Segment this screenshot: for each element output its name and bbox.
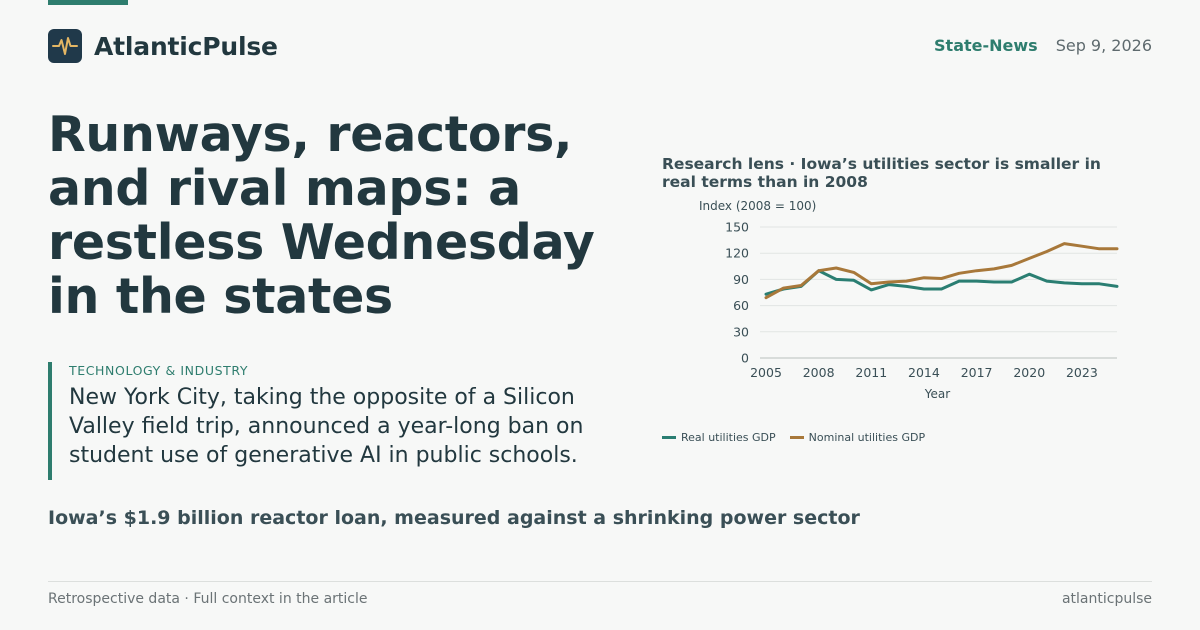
section-link[interactable]: State-News bbox=[934, 36, 1038, 55]
legend-label-real: Real utilities GDP bbox=[681, 431, 776, 444]
brand[interactable]: AtlanticPulse bbox=[48, 29, 278, 63]
y-tick-label: 60 bbox=[733, 298, 749, 313]
x-tick-label: 2020 bbox=[1013, 365, 1045, 380]
x-axis-label: Year bbox=[924, 387, 950, 401]
chart-legend: Real utilities GDP Nominal utilities GDP bbox=[662, 431, 939, 444]
legend-item-real: Real utilities GDP bbox=[662, 431, 776, 444]
headline: Runways, reactors, and rival maps: a res… bbox=[48, 106, 595, 325]
legend-item-nominal: Nominal utilities GDP bbox=[789, 431, 926, 444]
legend-label-nominal: Nominal utilities GDP bbox=[808, 431, 926, 444]
publish-date: Sep 9, 2026 bbox=[1055, 36, 1152, 55]
y-tick-label: 30 bbox=[733, 324, 749, 339]
chart-title: Research lens · Iowa’s utilities sector … bbox=[662, 155, 1101, 191]
x-tick-label: 2011 bbox=[855, 365, 887, 380]
series-line-nominal bbox=[764, 242, 1119, 300]
x-tick-label: 2008 bbox=[803, 365, 835, 380]
deck: TECHNOLOGY & INDUSTRY New York City, tak… bbox=[48, 362, 628, 480]
y-tick-label: 90 bbox=[733, 272, 749, 287]
series-line-real bbox=[764, 269, 1119, 296]
footer-note: Retrospective data · Full context in the… bbox=[48, 591, 368, 607]
y-tick-label: 120 bbox=[725, 246, 749, 261]
subhead: Iowa’s $1.9 billion reactor loan, measur… bbox=[48, 507, 860, 529]
footer-site: atlanticpulse bbox=[1061, 591, 1152, 607]
deck-kicker: TECHNOLOGY & INDUSTRY bbox=[69, 363, 249, 378]
header-meta: State-News Sep 9, 2026 bbox=[934, 36, 1152, 55]
legend-swatch-real bbox=[662, 436, 676, 439]
x-tick-label: 2023 bbox=[1066, 365, 1098, 380]
x-tick-label: 2017 bbox=[961, 365, 993, 380]
deck-text: New York City, taking the opposite of a … bbox=[69, 385, 584, 468]
pulse-waveform-icon bbox=[48, 29, 82, 63]
brand-name: AtlanticPulse bbox=[94, 31, 278, 61]
x-tick-label: 2005 bbox=[750, 365, 782, 380]
line-chart: 0 30 60 90 120 150 2005 2008 2011 2014 2017 2020 202… bbox=[699, 199, 1119, 401]
top-accent-bar bbox=[48, 0, 128, 5]
y-tick-label: 150 bbox=[725, 220, 749, 235]
y-axis-label: Index (2008 = 100) bbox=[699, 199, 816, 213]
legend-swatch-nominal bbox=[789, 436, 804, 439]
footer-divider bbox=[48, 581, 1152, 582]
y-tick-label: 0 bbox=[741, 351, 749, 366]
x-tick-label: 2014 bbox=[908, 365, 940, 380]
